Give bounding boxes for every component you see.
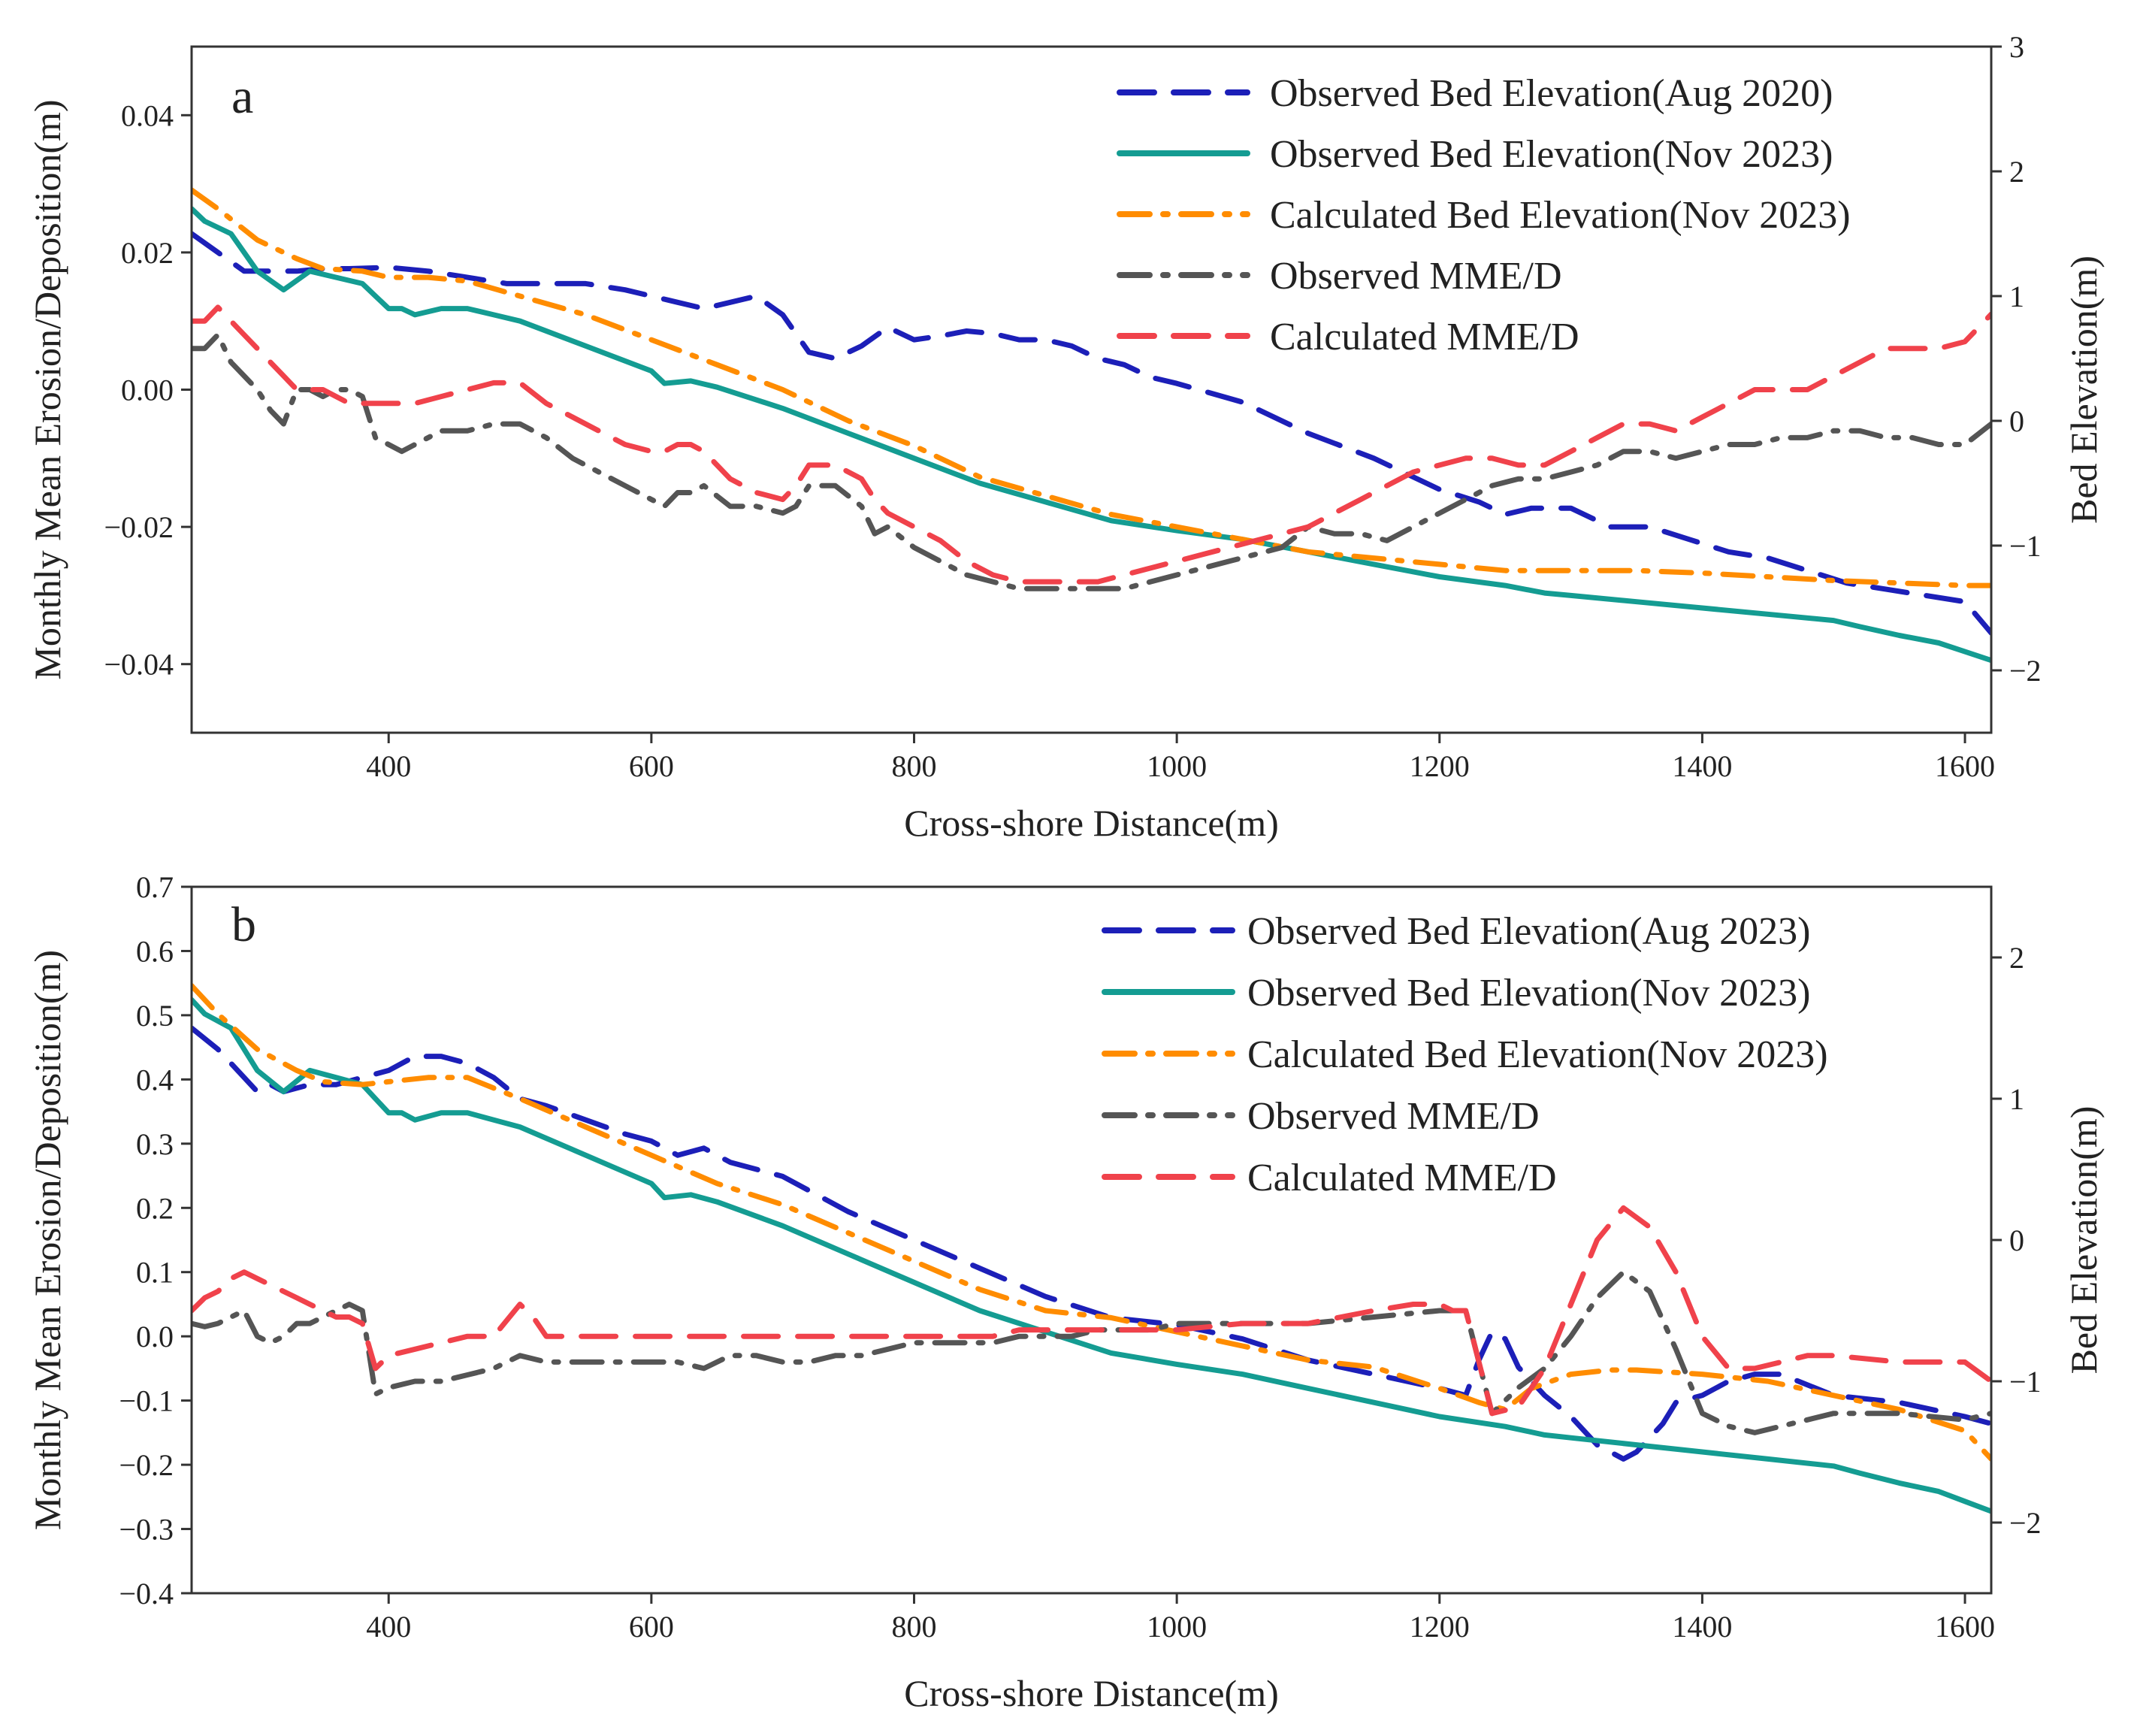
x-tick-label: 1600 xyxy=(1935,749,1995,783)
y2-tick-label: −2 xyxy=(2009,1506,2042,1540)
y2-axis-label: Bed Elevation(m) xyxy=(2063,1106,2105,1375)
y-tick-label: 0.02 xyxy=(121,236,174,270)
x-tick-label: 1200 xyxy=(1410,749,1470,783)
y-tick-label: −0.04 xyxy=(104,648,174,682)
legend-label-4: Observed MME/D xyxy=(1247,1095,1540,1138)
series-line-2 xyxy=(192,997,1991,1514)
y2-tick-label: 1 xyxy=(2009,1082,2024,1116)
y2-tick-label: 2 xyxy=(2009,941,2024,975)
y2-tick-label: 1 xyxy=(2009,280,2024,313)
legend-label-3: Calculated Bed Elevation(Nov 2023) xyxy=(1247,1033,1828,1076)
panel-letter: b xyxy=(231,897,256,952)
y-tick-label: 0.4 xyxy=(136,1063,174,1096)
series-line-5 xyxy=(192,304,1991,585)
x-axis-label: Cross-shore Distance(m) xyxy=(904,1672,1279,1714)
legend-label-5: Calculated MME/D xyxy=(1270,316,1579,358)
series-line-3 xyxy=(192,983,1991,1462)
series-line-5 xyxy=(192,1205,1991,1417)
y-axis-label: Monthly Mean Erosion/Deposition(m) xyxy=(26,950,68,1530)
legend-label-1: Observed Bed Elevation(Aug 2023) xyxy=(1247,910,1810,953)
x-tick-label: 800 xyxy=(891,1610,936,1644)
x-axis-label: Cross-shore Distance(m) xyxy=(904,802,1279,844)
series-line-1 xyxy=(192,231,1991,636)
x-tick-label: 1400 xyxy=(1672,1610,1732,1644)
legend-label-4: Observed MME/D xyxy=(1270,255,1562,298)
x-tick-label: 1000 xyxy=(1147,749,1207,783)
y2-tick-label: 2 xyxy=(2009,155,2024,189)
y-tick-label: 0.1 xyxy=(136,1256,174,1290)
y2-tick-label: 3 xyxy=(2009,30,2024,64)
series-line-3 xyxy=(192,187,1991,588)
y-tick-label: −0.2 xyxy=(119,1448,174,1482)
legend: Observed Bed Elevation(Aug 2023) Observed… xyxy=(1102,910,1828,1199)
legend: Observed Bed Elevation(Aug 2020) Observed… xyxy=(1117,72,1851,358)
y2-tick-label: 0 xyxy=(2009,1223,2024,1257)
legend-label-2: Observed Bed Elevation(Nov 2023) xyxy=(1247,972,1810,1015)
y2-tick-label: −2 xyxy=(2009,654,2042,688)
x-tick-label: 600 xyxy=(629,749,674,783)
y-tick-label: 0.00 xyxy=(121,374,174,407)
x-tick-label: 400 xyxy=(366,1610,411,1644)
series-group xyxy=(192,187,1991,664)
y2-tick-label: 0 xyxy=(2009,404,2024,438)
y-tick-label: −0.1 xyxy=(119,1384,174,1418)
series-group xyxy=(192,983,1991,1514)
x-tick-label: 600 xyxy=(629,1610,674,1644)
series-line-4 xyxy=(192,1269,1991,1435)
x-tick-label: 800 xyxy=(891,749,936,783)
y-tick-label: −0.3 xyxy=(119,1513,174,1547)
y2-tick-label: −1 xyxy=(2009,1365,2042,1399)
legend-label-2: Observed Bed Elevation(Nov 2023) xyxy=(1270,133,1833,176)
y-tick-label: −0.02 xyxy=(104,510,174,544)
y-tick-label: −0.4 xyxy=(119,1577,174,1610)
y-tick-label: 0.5 xyxy=(136,999,174,1033)
y2-axis-label: Bed Elevation(m) xyxy=(2063,256,2105,524)
x-tick-label: 1200 xyxy=(1410,1610,1470,1644)
x-tick-label: 1400 xyxy=(1672,749,1732,783)
series-line-4 xyxy=(192,332,1991,591)
y-tick-label: 0.3 xyxy=(136,1127,174,1161)
panel-letter: a xyxy=(231,69,253,124)
legend-label-1: Observed Bed Elevation(Aug 2020) xyxy=(1270,72,1833,115)
y2-tick-label: −1 xyxy=(2009,529,2042,563)
x-tick-label: 400 xyxy=(366,749,411,783)
series-line-2 xyxy=(192,206,1991,664)
y-axis-label: Monthly Mean Erosion/Deposition(m) xyxy=(26,99,68,679)
y-tick-label: 0.7 xyxy=(136,870,174,904)
series-line-1 xyxy=(192,1025,1991,1462)
panel-b: 400 600 800 1000 1200 1400 1600 0.7 0.6 0.5 0.4 0.3… xyxy=(26,870,2105,1714)
x-tick-label: 1000 xyxy=(1147,1610,1207,1644)
legend-label-5: Calculated MME/D xyxy=(1247,1157,1557,1199)
y-tick-label: 0.0 xyxy=(136,1320,174,1353)
y-tick-label: 0.04 xyxy=(121,98,174,132)
panel-a: 400 600 800 1000 1200 1400 1600 0.04 0.02 0.00 −0.… xyxy=(26,30,2105,844)
legend-label-3: Calculated Bed Elevation(Nov 2023) xyxy=(1270,194,1851,237)
x-tick-label: 1600 xyxy=(1935,1610,1995,1644)
y-tick-label: 0.2 xyxy=(136,1191,174,1225)
y-tick-label: 0.6 xyxy=(136,934,174,968)
